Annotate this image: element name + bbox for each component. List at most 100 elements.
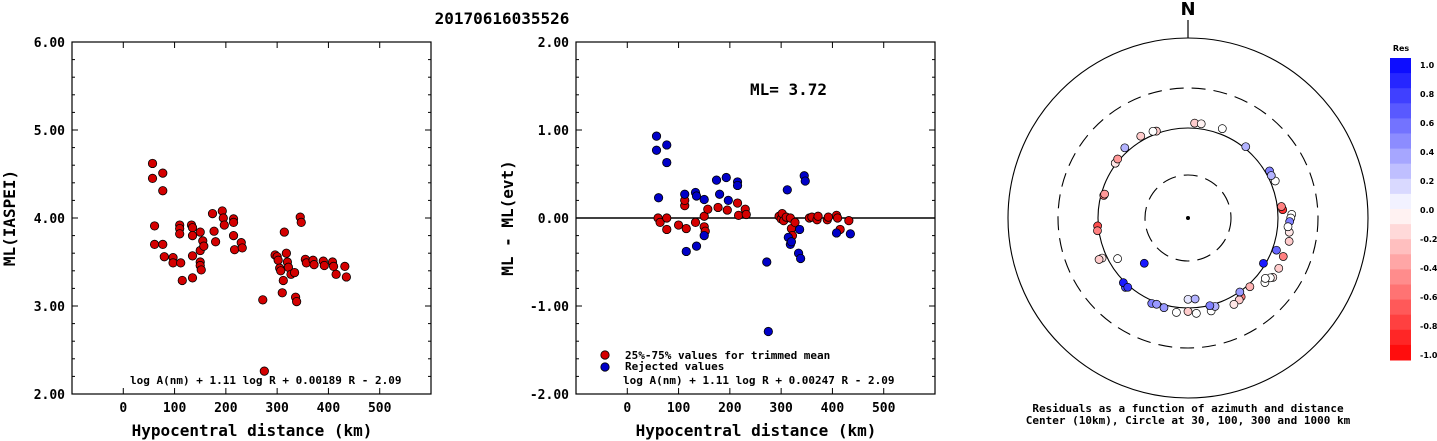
colorbar-label: 0.0 (1420, 206, 1435, 215)
colorbar-label: 0.6 (1420, 119, 1435, 128)
colorbar-cell (1390, 209, 1411, 225)
x-tick-label: 0 (623, 401, 631, 416)
residual-point (1120, 143, 1130, 153)
data-point (211, 237, 221, 247)
data-point (187, 273, 198, 283)
x-tick-label: 300 (769, 401, 793, 416)
left-plot-frame (71, 41, 432, 395)
colorbar-cell (1390, 239, 1411, 255)
legend-used-label: 25%-75% values for trimmed mean (625, 349, 830, 362)
residual-point (1093, 226, 1102, 236)
data-point (158, 168, 168, 178)
colorbar-cell (1390, 299, 1411, 316)
rejected-point (721, 172, 731, 183)
used-point (733, 210, 744, 220)
residual-point (1190, 294, 1200, 304)
middle-y-axis-label: ML - ML(evt) (498, 160, 517, 276)
data-point (209, 226, 219, 236)
residual-point (1283, 222, 1293, 232)
rejected-point (845, 229, 855, 239)
data-point (187, 223, 198, 233)
residual-point (1148, 126, 1158, 136)
colorbar-label: 0.4 (1420, 148, 1435, 157)
colorbar-label: -1.0 (1420, 351, 1437, 360)
y-tick-label: 6.00 (34, 36, 65, 51)
data-point (229, 245, 240, 255)
left-formula: log A(nm) + 1.11 log R + 0.00189 R - 2.0… (130, 374, 402, 387)
x-tick-label: 100 (163, 401, 187, 416)
north-label: N (1180, 0, 1195, 20)
left-x-axis-label: Hypocentral distance (km) (132, 421, 373, 440)
colorbar-cell (1390, 193, 1411, 210)
used-point (690, 217, 701, 227)
x-tick-label: 400 (317, 401, 341, 416)
rejected-point (831, 228, 842, 238)
residual-point (1123, 282, 1133, 292)
residual-point (1274, 263, 1284, 273)
data-point (340, 261, 350, 271)
colorbar-cell (1390, 133, 1411, 150)
middle-x-axis-label: Hypocentral distance (km) (636, 421, 877, 440)
y-tick-label: 2.00 (538, 36, 569, 51)
data-point (309, 260, 319, 270)
y-tick-label: 5.00 (34, 124, 65, 139)
rejected-point (651, 145, 662, 155)
used-point (673, 220, 684, 230)
x-tick-label: 500 (368, 401, 392, 416)
data-point (187, 231, 198, 241)
polar-residual-panel: N Residuals as a function of azimuth and… (1007, 0, 1369, 427)
colorbar-cells (1390, 58, 1411, 361)
data-point (176, 258, 186, 268)
residual-colorbar: Res 1.0 0.8 0.6 0.4 0.2 0.0 -0.2 -0.4 -0.6 -0.8 -1… (1390, 44, 1437, 361)
rejected-point (680, 189, 690, 199)
data-point (237, 243, 247, 253)
polar-caption-line2: Center (10km), Circle at 30, 100, 300 an… (1026, 414, 1351, 427)
data-point (177, 275, 187, 286)
left-scatter-panel: 0 100 200 300 400 500 2.00 3.00 4.00 5.00 6.00 ML… (0, 36, 432, 440)
y-tick-label: 1.00 (538, 124, 569, 139)
circle-1000km (1007, 37, 1369, 399)
rejected-point (796, 253, 806, 264)
data-point (158, 186, 168, 196)
colorbar-cell (1390, 118, 1411, 134)
data-point (259, 366, 269, 376)
data-point (219, 220, 229, 230)
rejected-point (662, 140, 672, 150)
data-point (273, 255, 283, 265)
colorbar-labels: 1.0 0.8 0.6 0.4 0.2 0.0 -0.2 -0.4 -0.6 -0.8 -1.0 (1420, 61, 1437, 360)
used-point (844, 216, 854, 226)
polar-caption-line1: Residuals as a function of azimuth and d… (1032, 402, 1344, 415)
data-point (279, 227, 289, 237)
data-point (328, 261, 339, 271)
colorbar-label: 1.0 (1420, 61, 1435, 70)
rejected-point (762, 257, 772, 267)
residual-point (1191, 309, 1201, 318)
data-point (276, 266, 286, 276)
x-tick-label: 400 (821, 401, 845, 416)
residual-point (1205, 301, 1215, 311)
colorbar-label: -0.2 (1420, 235, 1437, 244)
data-point (149, 221, 160, 231)
residual-point (1136, 131, 1146, 141)
used-point (662, 224, 672, 235)
colorbar-cell (1390, 178, 1411, 195)
data-point (147, 173, 158, 183)
colorbar-label: 0.8 (1420, 90, 1435, 99)
rejected-point (786, 237, 797, 247)
rejected-point (711, 175, 722, 185)
x-tick-label: 500 (872, 401, 896, 416)
data-point (147, 158, 158, 169)
residual-point (1159, 303, 1169, 312)
residual-point (1139, 258, 1149, 268)
colorbar-label: -0.6 (1420, 293, 1437, 302)
rejected-point (699, 194, 709, 205)
left-x-axis: 0 100 200 300 400 500 (119, 42, 392, 416)
data-point (292, 296, 302, 307)
left-data-points (147, 158, 351, 376)
used-point (832, 213, 843, 223)
residual-point (1277, 202, 1286, 211)
middle-x-axis: 0 100 200 300 400 500 (623, 42, 896, 416)
colorbar-label: -0.8 (1420, 322, 1437, 331)
data-point (281, 248, 291, 258)
